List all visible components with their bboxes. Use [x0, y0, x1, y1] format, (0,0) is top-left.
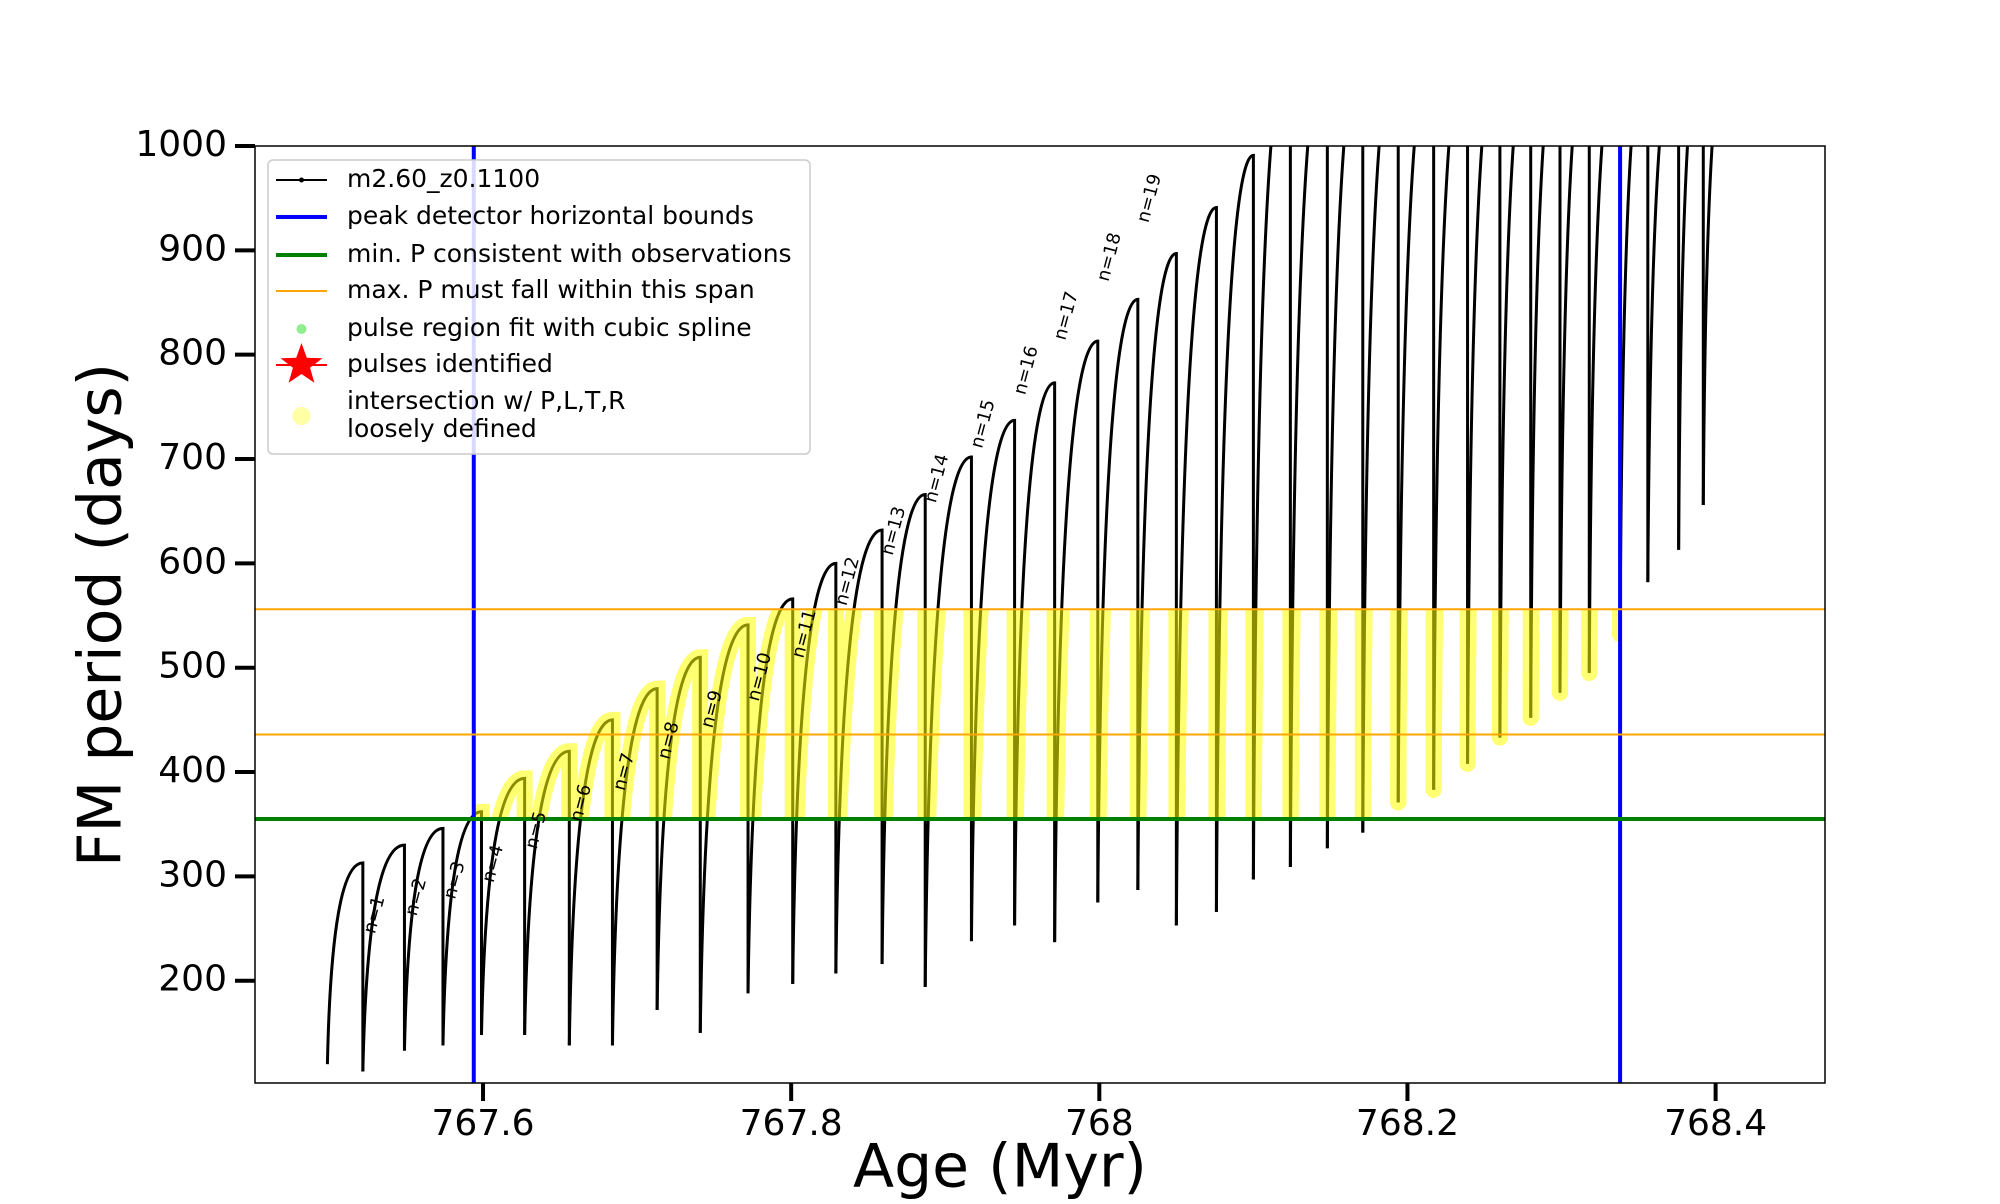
pulse: [1587, 146, 1622, 673]
x-tick-label: 767.6: [431, 1103, 534, 1144]
intersection: [744, 609, 801, 820]
y-tick-label: 800: [158, 333, 227, 374]
y-tick-label: 900: [158, 228, 227, 269]
y-tick-label: 500: [158, 646, 227, 687]
y-tick-label: 400: [158, 750, 227, 791]
pulse: [325, 861, 365, 1072]
y-tick-label: 300: [158, 854, 227, 895]
intersection: [1245, 609, 1299, 820]
pulse: [1396, 146, 1436, 803]
legend-swatch: [292, 407, 311, 425]
pulse: [402, 826, 445, 1051]
y-tick-label: 1000: [135, 124, 227, 165]
y-tick-label: 600: [158, 541, 227, 582]
legend-swatch: [296, 324, 307, 334]
legend-label: max. P must fall within this span: [347, 275, 755, 304]
pulse: [361, 843, 406, 1072]
y-tick-label: 200: [158, 959, 227, 1000]
intersection: [965, 609, 1023, 820]
y-tick-label: 700: [158, 437, 227, 478]
intersection: [788, 609, 844, 820]
pulse: [1466, 146, 1502, 764]
intersection: [1130, 609, 1185, 820]
intersection: [1354, 609, 1407, 820]
intersection: [1048, 609, 1106, 820]
intersection: [613, 680, 666, 820]
intersection: [1319, 609, 1371, 820]
intersection: [655, 649, 709, 820]
legend-label: loosely defined: [347, 414, 537, 443]
pulse: [1558, 146, 1591, 693]
intersection-highlight: [473, 609, 1621, 820]
x-tick-label: 768.2: [1356, 1103, 1459, 1144]
pulse: [1529, 146, 1562, 718]
legend-label: intersection w/ P,L,T,R: [347, 386, 626, 415]
pulse: [1432, 146, 1470, 790]
pulse: [1646, 146, 1681, 583]
legend-label: peak detector horizontal bounds: [347, 201, 754, 230]
intersection: [491, 770, 533, 820]
intersection: [831, 609, 891, 820]
pulse: [1498, 146, 1533, 738]
pulse: [1701, 146, 1714, 505]
x-tick-label: 768: [1065, 1103, 1134, 1144]
plot-frame: [254, 145, 1826, 1084]
legend-label: m2.60_z0.1100: [347, 164, 540, 193]
legend-swatch: [280, 343, 323, 383]
pulse: [880, 492, 927, 988]
intersection: [699, 616, 757, 820]
legend-label: min. P consistent with observations: [347, 239, 792, 268]
intersection: [1007, 609, 1063, 820]
intersection: [1090, 609, 1146, 820]
x-axis-label: Age (Myr): [853, 1132, 1147, 1200]
x-tick-label: 767.8: [740, 1103, 843, 1144]
intersection: [1282, 609, 1336, 820]
intersection: [572, 711, 621, 820]
intersection: [1209, 609, 1262, 820]
x-tick-label: 768.4: [1664, 1103, 1767, 1144]
y-axis-label: FM period (days): [66, 363, 136, 867]
intersection: [473, 803, 490, 820]
legend-box: [267, 159, 811, 455]
legend-swatch: [299, 177, 304, 183]
legend-label: pulse region fit with cubic spline: [347, 313, 752, 342]
legend-label: pulses identified: [347, 349, 553, 378]
pulse: [1677, 146, 1705, 550]
plot-area: n=1 n=2 n=3 n=4n=5n=6n=7n=8n=9n=10n=11n=12n…: [255, 146, 1825, 1083]
pulse: [923, 455, 973, 988]
intersection: [530, 743, 578, 820]
intersection: [1169, 609, 1225, 820]
